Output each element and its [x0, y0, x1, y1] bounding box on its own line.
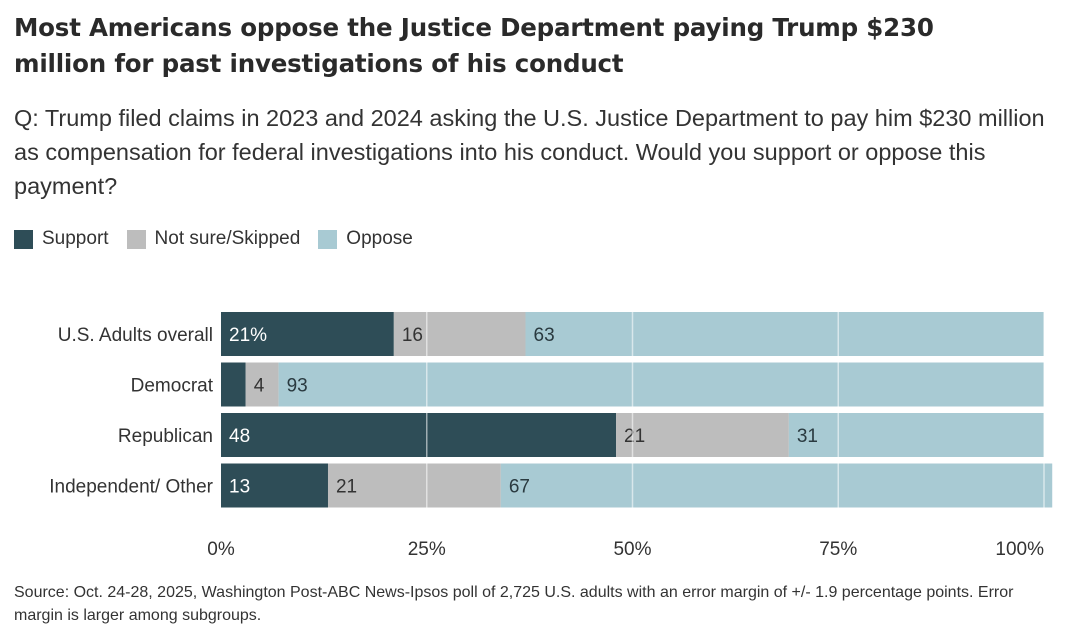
legend-label-oppose: Oppose	[346, 228, 413, 249]
data-label-independent-other-support: 13	[229, 477, 250, 498]
legend: Support Not sure/Skipped Oppose	[14, 228, 431, 250]
bar-u-s-adults-overall-not-sure-skipped	[393, 312, 526, 356]
bar-democrat-support	[221, 362, 246, 407]
legend-item-support: Support	[14, 228, 109, 250]
data-label-republican-support: 48	[229, 426, 250, 447]
legend-item-oppose: Oppose	[318, 228, 413, 250]
bar-u-s-adults-overall-support	[221, 312, 394, 356]
chart-title: Most Americans oppose the Justice Depart…	[14, 13, 934, 78]
data-label-republican-not-sure-skipped: 21	[624, 426, 645, 447]
data-label-democrat-oppose: 93	[287, 376, 308, 397]
x-tick-label-25: 25%	[408, 539, 446, 560]
x-tick-label-100: 100%	[995, 539, 1044, 560]
data-label-u-s-adults-overall-support: 21%	[229, 325, 267, 346]
legend-swatch-oppose	[318, 229, 338, 249]
data-label-u-s-adults-overall-oppose: 63	[534, 325, 555, 346]
legend-item-not-sure: Not sure/Skipped	[126, 228, 301, 250]
data-label-independent-other-oppose: 67	[509, 477, 530, 498]
x-tick-label-0: 0%	[207, 539, 235, 560]
chart-question: Q: Trump filed claims in 2023 and 2024 a…	[14, 105, 1045, 199]
bar-republican-oppose	[788, 413, 1044, 457]
data-label-democrat-not-sure-skipped: 4	[254, 376, 265, 397]
data-label-republican-oppose: 31	[797, 426, 818, 447]
bar-u-s-adults-overall-oppose	[525, 312, 1044, 356]
legend-label-not-sure: Not sure/Skipped	[154, 228, 301, 249]
bar-democrat-not-sure-skipped	[245, 362, 279, 407]
category-label-u-s-adults-overall: U.S. Adults overall	[58, 325, 213, 346]
data-label-independent-other-not-sure-skipped: 21	[336, 477, 357, 498]
category-label-republican: Republican	[118, 426, 213, 447]
data-label-u-s-adults-overall-not-sure-skipped: 16	[402, 325, 423, 346]
legend-swatch-not-sure	[126, 229, 146, 249]
bar-independent-other-support	[221, 463, 328, 508]
bar-independent-other-oppose	[500, 463, 1053, 508]
bar-republican-support	[221, 413, 617, 457]
legend-swatch-support	[14, 229, 33, 249]
bar-democrat-oppose	[278, 362, 1044, 407]
legend-label-support: Support	[42, 228, 109, 249]
category-label-independent-other: Independent/ Other	[49, 477, 213, 498]
bar-republican-not-sure-skipped	[616, 413, 789, 457]
bar-independent-other-not-sure-skipped	[327, 463, 501, 508]
x-tick-label-75: 75%	[819, 539, 857, 560]
x-tick-label-50: 50%	[613, 539, 651, 560]
category-label-democrat: Democrat	[131, 376, 214, 397]
source-note: Source: Oct. 24-28, 2025, Washington Pos…	[14, 584, 1014, 624]
